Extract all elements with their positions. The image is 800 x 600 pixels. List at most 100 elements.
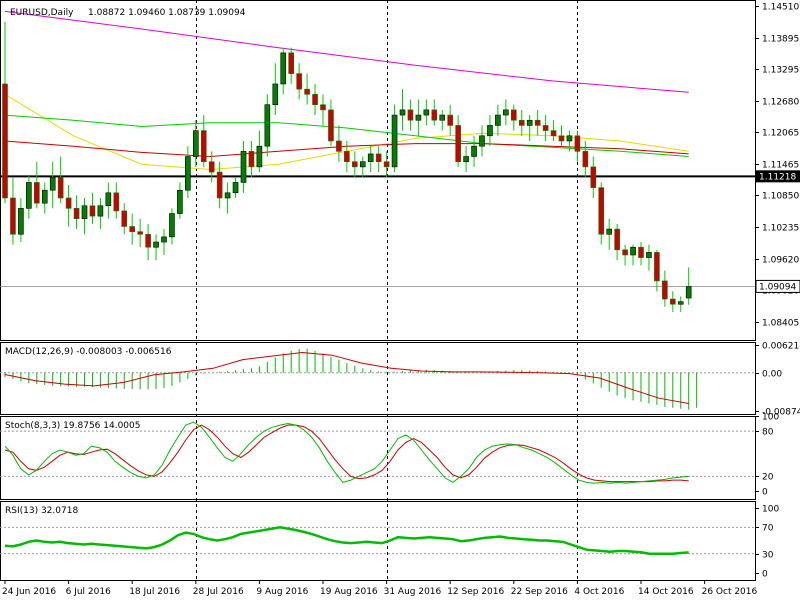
- moving-average-line: [4, 10, 689, 93]
- candle-body: [145, 233, 151, 248]
- price-panel-frame: [0, 0, 756, 341]
- candle-body: [550, 130, 557, 137]
- macd-signal-line: [4, 351, 689, 404]
- candle-body: [296, 73, 302, 90]
- price-tick-label: 1.13295: [762, 66, 799, 76]
- candle-body: [510, 109, 517, 121]
- candle-body: [455, 125, 461, 163]
- stochastic-panel: [4, 421, 689, 484]
- candle-body: [375, 153, 382, 163]
- time-tick-label: 9 Aug 2016: [256, 587, 308, 597]
- candle-body: [669, 298, 676, 305]
- label-layer: EURUSD,Daily 1.08872 1.09460 1.08739 1.0…: [5, 8, 246, 516]
- rsi-line: [4, 526, 689, 555]
- macd-tick-label: 0.00: [762, 370, 782, 380]
- candle-body: [526, 119, 533, 126]
- candle-body: [582, 151, 589, 168]
- candle-body: [177, 189, 183, 214]
- time-tick-label: 26 Oct 2016: [702, 587, 758, 597]
- candle-body: [33, 182, 40, 204]
- candle-body: [336, 140, 342, 152]
- price-tick-label: 1.14510: [762, 3, 799, 13]
- candle-body: [685, 286, 692, 299]
- stochastic-tick-label: 20: [762, 473, 774, 483]
- candle-body: [280, 52, 287, 85]
- candle-body: [383, 161, 390, 168]
- candle-body: [439, 114, 446, 121]
- candle-body: [113, 192, 120, 212]
- candle-body: [320, 104, 326, 111]
- candle-body: [677, 301, 684, 305]
- time-tick-label: 31 Aug 2016: [384, 587, 442, 597]
- candle-body: [10, 197, 16, 235]
- candle-body: [614, 228, 620, 251]
- candle-body: [161, 236, 167, 243]
- price-tick-label: 1.10850: [762, 192, 799, 202]
- candle-body: [193, 130, 199, 157]
- time-tick-label: 22 Sep 2016: [511, 587, 568, 597]
- candle-body: [208, 161, 215, 173]
- candle-body: [391, 114, 398, 168]
- time-tick-label: 28 Jul 2016: [193, 587, 244, 597]
- macd-label: MACD(12,26,9) -0.008003 -0.006516: [5, 347, 172, 357]
- candle-body: [344, 151, 350, 163]
- candle-body: [26, 182, 32, 209]
- candle-body: [256, 145, 263, 168]
- time-tick-label: 19 Aug 2016: [320, 587, 378, 597]
- candle-body: [97, 205, 104, 217]
- candle-body: [646, 252, 652, 258]
- candle-body: [359, 161, 366, 168]
- price-tick-label: 1.12065: [762, 129, 799, 139]
- macd-panel-frame: [0, 342, 756, 415]
- candle-body: [654, 252, 660, 282]
- macd-tick-label: 0.006218: [762, 342, 800, 352]
- candle-body: [518, 119, 525, 126]
- stochastic-label: Stoch(8,3,3) 19.8756 14.0005: [5, 421, 140, 431]
- candle-body: [49, 176, 56, 191]
- price-tick-label: 1.10235: [762, 224, 799, 234]
- candle-body: [272, 83, 279, 105]
- candle-body: [304, 88, 310, 95]
- candle-body: [65, 197, 72, 209]
- candle-body: [630, 246, 636, 256]
- price-panel: [0, 10, 755, 313]
- candle-body: [137, 231, 143, 235]
- candle-body: [423, 109, 430, 116]
- grid-layer: [0, 0, 756, 581]
- axis-layer: 1.14510 1.13895 1.13295 1.12680 1.12065 1.114…: [2, 3, 800, 597]
- macd-panel: [4, 348, 698, 410]
- candle-body: [638, 246, 644, 258]
- price-tick-label: 1.12680: [762, 98, 799, 108]
- candle-body: [662, 280, 668, 300]
- candle-body: [312, 94, 318, 105]
- price-tick-label: 1.08405: [762, 319, 799, 329]
- candle-body: [169, 213, 175, 238]
- candle-body: [598, 187, 605, 235]
- candle-body: [328, 109, 334, 142]
- rsi-panel: [4, 526, 689, 555]
- candle-body: [248, 151, 255, 168]
- stochastic-tick-label: 0: [762, 488, 768, 498]
- candle-body: [495, 114, 501, 126]
- candle-body: [606, 228, 613, 235]
- rsi-panel-frame: [0, 501, 756, 581]
- rsi-tick-label: 100: [762, 505, 779, 515]
- candle-body: [479, 135, 485, 147]
- last-price-label: 1.09094: [759, 282, 796, 292]
- price-tick-label: 1.11465: [762, 161, 799, 171]
- candle-body: [558, 135, 565, 142]
- stochastic-tick-label: 80: [762, 428, 774, 438]
- candle-body: [264, 104, 271, 147]
- candle-body: [471, 145, 477, 157]
- candle-body: [288, 52, 295, 74]
- candle-body: [2, 83, 8, 199]
- time-tick-label: 6 Jul 2016: [66, 587, 111, 597]
- stoch-panel-frame: [0, 416, 756, 500]
- candle-body: [200, 130, 207, 163]
- level-price-tag: [756, 170, 800, 183]
- stochastic-tick-label: 100: [762, 413, 779, 423]
- candle-body: [503, 109, 509, 116]
- candle-body: [487, 125, 493, 137]
- price-tick-label: 1.13895: [762, 35, 799, 45]
